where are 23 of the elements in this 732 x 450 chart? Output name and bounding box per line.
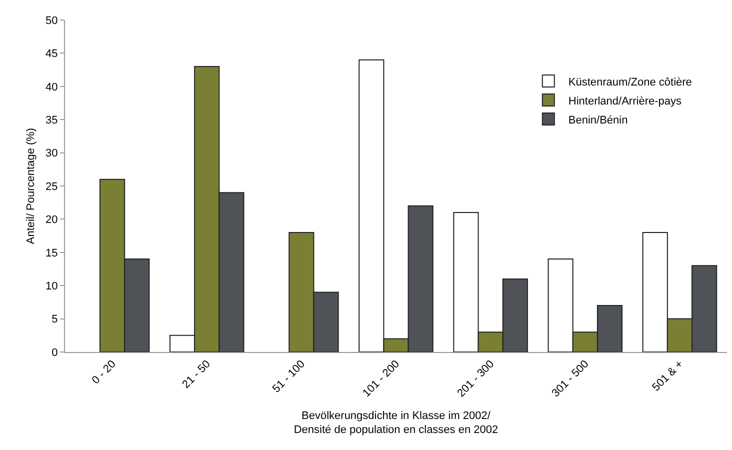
y-tick-label: 15: [46, 247, 58, 260]
y-tick-label: 5: [52, 314, 58, 326]
y-tick-label: 20: [46, 214, 58, 226]
y-tick-label: 40: [46, 81, 58, 94]
x-tick-label: 501 & +: [650, 358, 686, 394]
y-axis-title: Anteil/ Pourcentage (%): [25, 128, 38, 244]
y-tick-label: 0: [52, 346, 58, 359]
y-tick-label: 25: [46, 180, 58, 193]
x-axis-title: Bevölkerungsdichte in Klasse im 2002/ Densité de population en classes en 2002: [294, 410, 498, 436]
x-tick-label: 51 - 100: [270, 358, 308, 396]
legend-label: Küstenraum/Zone côtière: [568, 76, 692, 88]
x-tick-label: 21 - 50: [180, 358, 213, 391]
legend-label: Benin/Bénin: [568, 114, 628, 126]
y-tick-label: 35: [46, 114, 58, 126]
y-tick-label: 10: [46, 280, 58, 292]
x-tick-label: 301 - 500: [550, 358, 592, 400]
legend-label: Hinterland/Arrière-pays: [568, 95, 682, 108]
x-tick-label: 201 - 300: [455, 358, 497, 400]
y-tick-label: 50: [46, 14, 58, 27]
x-tick-label: 0 - 20: [90, 358, 118, 387]
x-tick-label: 101 - 200: [360, 358, 402, 400]
y-tick-label: 45: [46, 48, 58, 60]
y-tick-label: 30: [46, 148, 58, 160]
